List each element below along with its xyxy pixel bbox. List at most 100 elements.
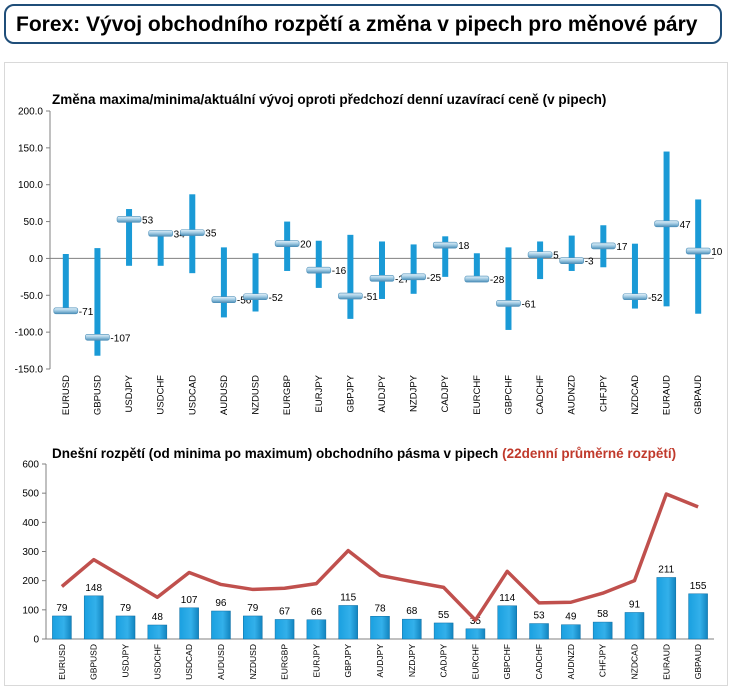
chart2-x-tick-label: GBPUSD	[89, 644, 99, 680]
chart1-range-bar	[568, 235, 575, 271]
chart1-current-marker	[53, 307, 79, 315]
chart2-x-tick-label: EURCHF	[470, 644, 480, 679]
chart2-data-label: 91	[629, 599, 641, 610]
chart2-data-label: 79	[247, 603, 259, 614]
chart1-data-label: 17	[616, 242, 628, 253]
chart1-data-label: 47	[680, 220, 692, 231]
chart2-y-tick-label: 600	[22, 460, 39, 471]
chart1-range-bar	[315, 240, 322, 288]
chart2-bar	[529, 623, 549, 640]
chart2-title-highlight: (22denní průměrné rozpětí)	[502, 446, 676, 461]
chart1-y-tick-label: -50.0	[20, 291, 43, 302]
chart2-x-tick-label: USDCAD	[184, 644, 194, 680]
chart2-y-tick-label: 0	[33, 635, 39, 646]
chart2-data-label: 155	[690, 581, 707, 592]
header-box: Forex: Vývoj obchodního rozpětí a změna …	[4, 4, 722, 44]
chart2-data-label: 148	[85, 583, 102, 594]
chart1-y-tick-label: -100.0	[15, 328, 44, 339]
chart1-data-label: 20	[300, 240, 312, 251]
chart2-bar	[592, 621, 613, 640]
chart2-x-tick-label: GBPCHF	[502, 644, 512, 679]
chart1-x-tick-label: AUDJPY	[377, 374, 388, 412]
chart1-current-marker	[527, 251, 553, 259]
chart1-data-label: -16	[332, 266, 347, 277]
chart1-x-tick-label: NZDJPY	[409, 374, 420, 412]
chart2-title: Dnešní rozpětí (od minima po maximum) ob…	[52, 446, 676, 461]
chart1-y-tick-label: -150.0	[15, 365, 44, 376]
chart2-bar	[338, 605, 358, 640]
chart1-current-marker	[432, 241, 458, 249]
chart1-x-tick-label: NZDUSD	[251, 375, 262, 415]
chart2-data-label: 53	[533, 611, 545, 622]
chart1-y-tick-label: 0.0	[29, 254, 43, 265]
chart1-x-tick-label: USDCHF	[156, 375, 167, 415]
chart1-current-marker	[243, 293, 268, 301]
chart1-current-marker	[591, 242, 616, 250]
chart2-x-tick-label: CADCHF	[534, 644, 544, 679]
chart2-x-tick-label: AUDNZD	[566, 644, 576, 679]
chart1-x-tick-label: USDCAD	[187, 375, 198, 415]
chart2-bar	[497, 605, 517, 640]
chart2-x-tick-label: EURGBP	[280, 644, 290, 680]
chart1-data-label: -51	[363, 292, 378, 303]
chart1-current-marker	[211, 296, 237, 304]
chart2-bar	[179, 607, 199, 640]
chart1-range-bar	[663, 151, 670, 307]
chart2-bar	[688, 593, 708, 640]
chart2-bar	[656, 577, 677, 640]
chart1-x-tick-label: GBPCHF	[503, 375, 514, 415]
chart1-current-marker	[274, 240, 300, 247]
chart1-range-bar	[473, 253, 480, 281]
chart1-data-label: 53	[142, 215, 154, 226]
chart1-y-tick-label: 150.0	[18, 143, 43, 154]
chart2-average-line	[60, 492, 699, 622]
chart2-y-tick-label: 300	[22, 547, 39, 558]
chart2-bar	[52, 615, 72, 640]
chart1-data-label: -3	[585, 257, 594, 268]
chart1-data-label: -52	[269, 293, 284, 304]
chart1-data-label: -56	[237, 296, 252, 307]
chart1-current-marker	[654, 220, 679, 228]
chart2-x-tick-label: NZDCAD	[629, 644, 639, 679]
chart2-y-tick-label: 200	[22, 576, 39, 587]
chart2-x-tick-label: GBPAUD	[693, 644, 703, 679]
chart1-x-tick-label: USDJPY	[124, 374, 135, 412]
chart1-x-tick-label: EURGBP	[282, 375, 293, 415]
chart2-data-label: 79	[56, 603, 68, 614]
chart2-x-tick-label: EURUSD	[57, 644, 67, 680]
chart2-data-label: 79	[120, 603, 132, 614]
chart2-data-label: 58	[597, 609, 609, 620]
chart1-range-bar	[537, 241, 544, 280]
chart2-bar	[624, 612, 645, 640]
chart1-title: Změna maxima/minima/aktuální vývoj oprot…	[52, 92, 606, 107]
chart2-x-tick-label: USDCHF	[152, 644, 162, 679]
chart1-data-label: -52	[648, 293, 663, 304]
chart2-bar	[433, 622, 454, 640]
chart1-range-bar	[695, 199, 702, 314]
page-title: Forex: Vývoj obchodního rozpětí a změna …	[16, 13, 698, 36]
chart1-x-tick-label: GBPUSD	[92, 375, 103, 415]
chart1-range-bar	[505, 247, 512, 330]
chart1-y-tick-label: 100.0	[18, 180, 43, 191]
chart2-x-tick-label: EURJPY	[311, 644, 321, 678]
chart2-data-label: 66	[311, 607, 323, 618]
chart1-current-marker	[338, 292, 363, 300]
chart1-x-tick-label: CADJPY	[440, 374, 451, 412]
chart2-bar	[370, 616, 390, 640]
chart1-range-bar	[442, 236, 449, 277]
chart1-x-tick-label: EURJPY	[314, 374, 325, 412]
chart1-x-tick-label: GBPJPY	[345, 374, 356, 412]
chart2-data-label: 211	[658, 564, 674, 575]
chart2-x-tick-label: AUDUSD	[216, 644, 226, 680]
chart2-data-label: 48	[152, 612, 164, 623]
chart1-range-bar	[220, 247, 227, 318]
chart1-range-bar	[252, 253, 259, 312]
chart1-current-marker	[369, 275, 395, 282]
chart2-y-tick-label: 500	[22, 489, 39, 500]
chart2-data-label: 107	[181, 595, 198, 606]
range-chart: 200.0 150.0 100.0 50.0 0.0 -50.0 -100.0 -150.0 -…	[15, 107, 723, 416]
chart1-x-tick-label: CHFJPY	[598, 374, 609, 412]
charts-panel	[4, 62, 728, 686]
chart1-data-label: 34	[174, 229, 186, 240]
